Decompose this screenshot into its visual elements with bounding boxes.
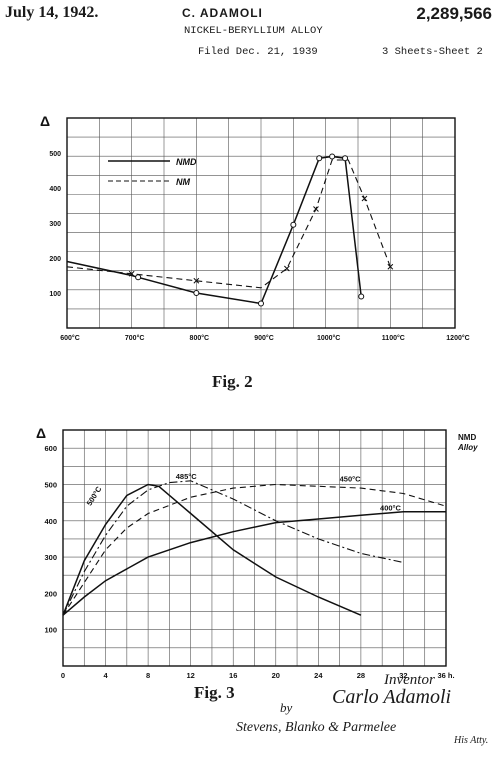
curve-label: 485°C [176,472,198,481]
x-tick-label: 1100°C [382,334,405,342]
x-tick-label: 8 [146,671,150,680]
data-point-cross [387,263,394,270]
y-tick-label: 600 [44,444,57,453]
figure-2-label: Fig. 2 [212,372,253,391]
legend-label-nmd: NMD [176,157,197,167]
series-line-1 [66,159,391,289]
x-tick-label: 16 [229,671,237,680]
y-tick-label: 300 [44,553,57,562]
x-tick-label: 900°C [254,334,274,342]
figure-2-chart: 600°C 700°C 800°C 900°C 1000°C 1100°C 1200°C 10… [40,113,470,342]
curve-label: 500°C [85,484,104,507]
patent-date: July 14, 1942. [5,4,99,21]
data-point-circle [258,300,264,307]
curve-label: 400°C [380,504,402,513]
x-tick-label: 700°C [125,334,145,342]
series-line-0 [66,155,362,305]
data-point-cross [193,277,200,284]
x-tick-label: 20 [272,671,280,680]
y-tick-label: 200 [44,589,57,598]
inventor-header: C. ADAMOLI [182,6,263,20]
data-point-circle [290,221,297,228]
series-line-2 [62,483,447,616]
data-point-circle [342,155,349,162]
corner-sublabel: Alloy [457,443,478,452]
x-tick-label: 800°C [190,334,210,342]
x-tick-label: 0 [61,671,65,680]
series-line-3 [62,510,446,616]
y-axis-label: Δ [40,113,50,129]
data-point-cross [128,270,135,277]
plot-frame [66,117,456,329]
x-tick-label: 12 [186,671,194,680]
data-point-circle [193,290,200,296]
data-point-circle [316,155,323,162]
x-tick-label: 28 [357,671,365,680]
attorney-signature: Stevens, Blanko & Parmelee [236,720,397,735]
filed-date: Filed Dec. 21, 1939 [198,46,318,58]
y-axis-label: Δ [36,425,46,441]
y-tick-label: 500 [44,480,57,489]
data-point-circle [135,274,142,281]
legend-label-nm: NM [176,177,190,187]
inventor-signature: Carlo Adamoli [332,686,452,708]
y-tick-label: 100 [44,626,57,635]
data-point-cross [284,265,290,272]
curve-label: 450°C [340,475,362,484]
inventor-label: Inventor [384,672,435,688]
x-tick-label: 4 [103,671,108,680]
data-point-cross [361,195,368,202]
x-tick-label: 1000°C [317,334,340,342]
y-tick-label: 400 [44,517,57,526]
y-tick-label: 300 [49,221,61,228]
sheet-count: 3 Sheets-Sheet 2 [382,46,483,58]
y-tick-label: 500 [49,151,61,158]
attorney-label: His Atty. [454,735,489,746]
patent-title: NICKEL-BERYLLIUM ALLOY [184,25,323,37]
x-tick-label: 36 h. [437,671,454,680]
by-label: by [280,700,293,715]
data-point-circle [329,153,336,160]
patent-number: 2,289,566 [416,4,492,23]
x-tick-label: 24 [314,671,323,680]
y-tick-label: 100 [49,291,61,298]
figure-3-label: Fig. 3 [194,683,235,702]
figure-3-chart: 0 4 8 12 16 20 24 28 32 36 h. 100 200 300 400 500 600 Δ N… [36,425,478,680]
data-point-cross [313,206,319,212]
x-tick-label: 32 [399,671,407,680]
series-line-1 [62,480,404,616]
plot-frame [62,429,447,667]
x-tick-label: 1200°C [446,334,469,342]
corner-label: NMD [458,433,476,442]
y-tick-label: 200 [49,256,61,263]
data-point-circle [358,293,365,300]
y-tick-label: 400 [49,186,61,193]
x-tick-label: 600°C [60,334,80,342]
